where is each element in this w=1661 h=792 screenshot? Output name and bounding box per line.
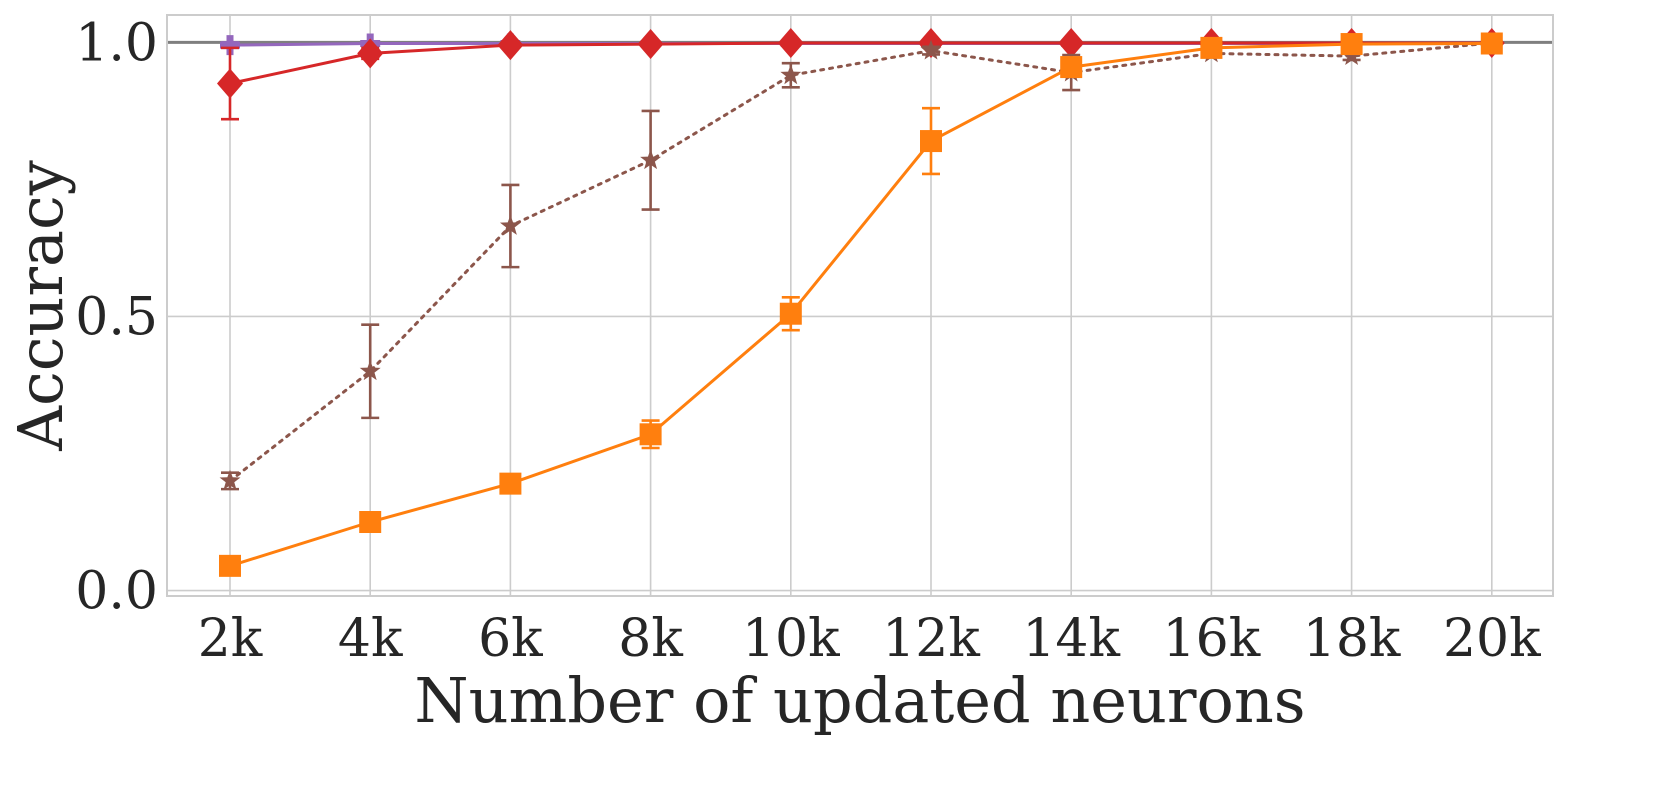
star-marker [920, 39, 942, 60]
plot-frame [166, 14, 1554, 597]
x-tick-label: 14k [1022, 609, 1120, 669]
series-4 [219, 32, 1503, 577]
star-marker [359, 360, 381, 381]
diamond-marker [637, 29, 664, 60]
series-line [229, 41, 1492, 85]
series-line [228, 41, 1494, 483]
diamond-marker [497, 30, 524, 61]
series-line [229, 42, 1492, 568]
series-layer [217, 27, 1505, 577]
diamond-marker [1058, 27, 1085, 58]
x-tick-label: 20k [1443, 609, 1541, 669]
y-tick-label: 0.0 [75, 562, 158, 622]
square-marker [1060, 56, 1083, 79]
x-tick-label: 8k [618, 609, 683, 669]
x-tick-label: 2k [198, 609, 263, 669]
square-marker [1480, 32, 1503, 55]
diamond-marker [217, 68, 243, 99]
x-tick-label: 10k [742, 609, 840, 669]
y-tick-label: 1.0 [75, 13, 158, 73]
x-tick-labels: 2k 4k 6k 8k 10k 12k 14k 16k 18k 20k [198, 609, 1541, 669]
square-marker [499, 472, 522, 495]
x-tick-label: 12k [882, 609, 980, 669]
star-marker [1341, 45, 1363, 66]
grid [167, 15, 1553, 596]
star-marker [499, 215, 521, 235]
x-tick-label: 16k [1163, 609, 1261, 669]
diamond-marker [777, 27, 804, 58]
square-marker [219, 554, 241, 577]
star-marker [640, 149, 662, 170]
square-marker [920, 130, 942, 153]
square-marker [1340, 33, 1363, 56]
diamond-marker [357, 38, 384, 69]
x-tick-label: 18k [1303, 609, 1401, 669]
square-marker [639, 423, 662, 446]
square-marker [1200, 36, 1223, 59]
x-tick-label: 4k [338, 609, 403, 669]
star-marker [780, 64, 802, 85]
y-tick-labels: 0.0 0.5 1.0 [75, 13, 158, 621]
y-tick-label: 0.5 [75, 287, 158, 347]
series-3 [219, 31, 1503, 491]
square-marker [359, 511, 382, 534]
plus-marker [220, 35, 240, 56]
x-tick-label: 6k [478, 609, 543, 669]
x-axis-label: Number of updated neurons [414, 664, 1305, 737]
y-axis-label: Accuracy [4, 160, 77, 452]
star-marker [219, 469, 241, 490]
square-marker [779, 302, 802, 325]
